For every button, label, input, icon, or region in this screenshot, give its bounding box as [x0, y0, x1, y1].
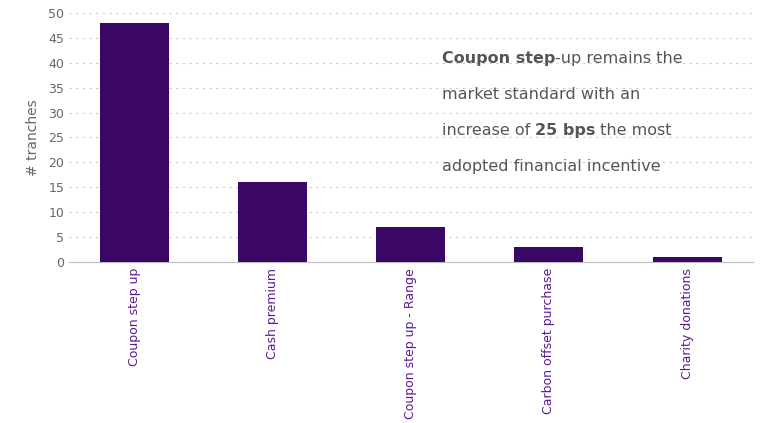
- Bar: [238, 182, 307, 262]
- Text: 25 bps: 25 bps: [535, 123, 595, 137]
- Text: the most: the most: [595, 123, 672, 137]
- Bar: [515, 247, 584, 262]
- Text: market standard with an: market standard with an: [442, 87, 640, 102]
- Y-axis label: # tranches: # tranches: [26, 99, 40, 176]
- Text: Coupon step: Coupon step: [442, 51, 555, 66]
- Bar: [100, 23, 169, 262]
- Text: adopted financial incentive: adopted financial incentive: [442, 159, 660, 173]
- Text: increase of: increase of: [442, 123, 535, 137]
- Bar: [376, 227, 445, 262]
- Bar: [653, 257, 722, 262]
- Text: -up remains the: -up remains the: [555, 51, 683, 66]
